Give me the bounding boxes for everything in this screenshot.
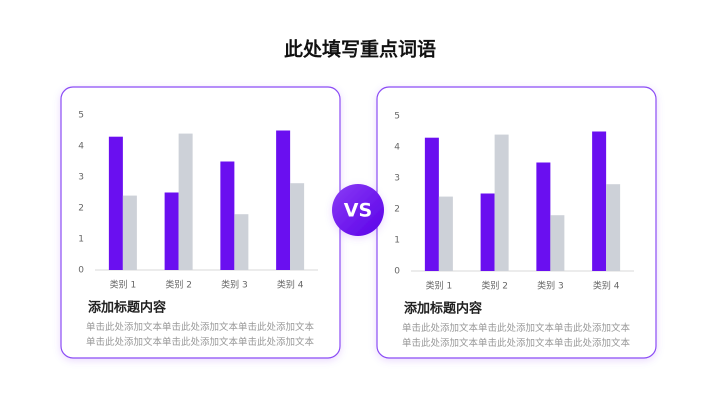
bar <box>122 195 137 270</box>
vs-text: VS <box>344 200 372 222</box>
bar <box>178 133 193 270</box>
bar <box>290 183 305 270</box>
y-tick-label: 3 <box>78 173 84 183</box>
y-tick-label: 2 <box>394 205 400 215</box>
x-tick-label: 类别 1 <box>426 280 453 292</box>
bar <box>550 215 565 271</box>
page-title: 此处填写重点词语 <box>284 38 436 61</box>
bar <box>480 193 495 271</box>
bar <box>592 131 607 271</box>
card-caption: 单击此处添加文本单击此处添加文本单击此处添加文本单击此处添加文本单击此处添加文本… <box>402 323 631 349</box>
x-tick-label: 类别 2 <box>165 279 192 291</box>
y-tick-label: 1 <box>78 235 84 245</box>
bar <box>220 161 235 270</box>
x-tick-label: 类别 3 <box>537 280 564 292</box>
y-tick-label: 5 <box>78 111 84 121</box>
bar <box>276 130 291 270</box>
card-caption: 单击此处添加文本单击此处添加文本单击此处添加文本单击此处添加文本单击此处添加文本… <box>86 322 315 348</box>
card-title: 添加标题内容 <box>88 300 166 316</box>
bar <box>494 134 509 271</box>
y-tick-label: 4 <box>78 142 84 152</box>
x-tick-label: 类别 4 <box>277 279 304 291</box>
y-tick-label: 4 <box>394 143 400 153</box>
x-tick-label: 类别 4 <box>593 280 620 292</box>
x-tick-label: 类别 1 <box>110 279 137 291</box>
vs-badge <box>332 184 384 236</box>
bar <box>108 136 123 270</box>
y-tick-label: 0 <box>394 267 400 277</box>
y-tick-label: 0 <box>78 266 84 276</box>
x-tick-label: 类别 2 <box>481 280 508 292</box>
card-title: 添加标题内容 <box>404 301 482 317</box>
bar <box>606 184 621 271</box>
x-tick-label: 类别 3 <box>221 279 248 291</box>
card-caption-box: 单击此处添加文本单击此处添加文本单击此处添加文本单击此处添加文本单击此处添加文本… <box>86 322 315 348</box>
bar <box>424 137 439 271</box>
bar <box>536 162 551 271</box>
y-tick-label: 3 <box>394 174 400 184</box>
bar <box>438 196 453 271</box>
y-tick-label: 1 <box>394 236 400 246</box>
card-caption-box: 单击此处添加文本单击此处添加文本单击此处添加文本单击此处添加文本单击此处添加文本… <box>402 323 631 349</box>
bar <box>164 192 179 270</box>
y-tick-label: 2 <box>78 204 84 214</box>
y-tick-label: 5 <box>394 112 400 122</box>
bar <box>234 214 249 270</box>
